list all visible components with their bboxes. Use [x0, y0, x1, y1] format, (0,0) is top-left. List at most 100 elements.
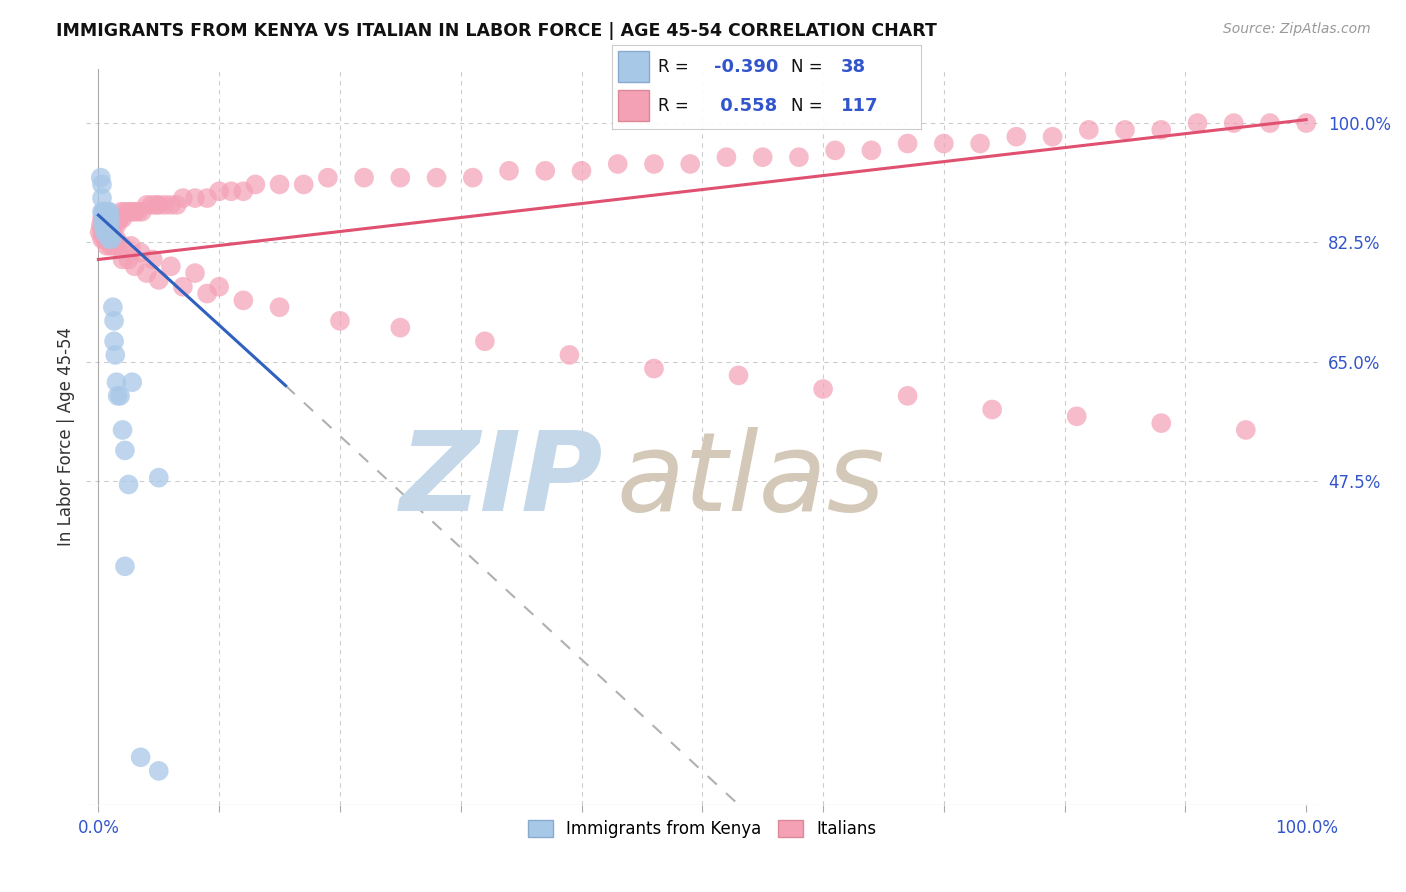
Bar: [617, 90, 648, 120]
Point: [145, 198, 167, 212]
Text: R =: R =: [658, 96, 695, 114]
Point: [108, 389, 131, 403]
Point: [90, 219, 112, 233]
Point: [93, 211, 115, 226]
Point: [96, 239, 118, 253]
Text: 0.558: 0.558: [714, 96, 778, 114]
Point: [104, 348, 127, 362]
Point: [969, 136, 991, 151]
Point: [97, 204, 120, 219]
Point: [90, 170, 112, 185]
Point: [219, 184, 242, 198]
Text: Source: ZipAtlas.com: Source: ZipAtlas.com: [1223, 22, 1371, 37]
Point: [94, 225, 117, 239]
Point: [208, 279, 231, 293]
Point: [353, 170, 375, 185]
Point: [811, 382, 834, 396]
Point: [98, 211, 121, 226]
Point: [860, 144, 883, 158]
Point: [142, 252, 165, 267]
Point: [329, 314, 352, 328]
Point: [932, 136, 955, 151]
Point: [606, 157, 628, 171]
Point: [117, 204, 139, 219]
Point: [461, 170, 484, 185]
Point: [141, 198, 163, 212]
Point: [93, 232, 115, 246]
Point: [124, 204, 146, 219]
Text: N =: N =: [792, 96, 828, 114]
Point: [121, 204, 143, 219]
Point: [897, 136, 920, 151]
Point: [129, 245, 152, 260]
Point: [1187, 116, 1209, 130]
Point: [166, 198, 188, 212]
Point: [1042, 129, 1064, 144]
Point: [751, 150, 773, 164]
Point: [107, 389, 129, 403]
Point: [94, 204, 117, 219]
Point: [1077, 123, 1099, 137]
Text: -0.390: -0.390: [714, 58, 778, 76]
Point: [208, 184, 231, 198]
Point: [91, 204, 114, 219]
Point: [100, 211, 122, 226]
Bar: [617, 52, 648, 82]
Point: [96, 225, 118, 239]
Point: [1114, 123, 1136, 137]
Point: [172, 191, 194, 205]
Point: [727, 368, 749, 383]
Point: [571, 163, 593, 178]
Point: [121, 375, 143, 389]
Point: [91, 178, 114, 192]
Point: [114, 204, 136, 219]
Text: atlas: atlas: [616, 427, 884, 534]
Point: [148, 764, 170, 778]
Text: 117: 117: [841, 96, 877, 114]
Point: [96, 211, 118, 226]
Point: [103, 219, 125, 233]
Point: [100, 232, 122, 246]
Point: [111, 423, 134, 437]
Point: [232, 184, 254, 198]
Point: [1258, 116, 1281, 130]
Point: [1005, 129, 1028, 144]
Point: [643, 361, 665, 376]
Point: [101, 211, 124, 226]
Point: [824, 144, 846, 158]
Point: [91, 204, 114, 219]
Point: [184, 191, 207, 205]
Point: [98, 225, 121, 239]
Point: [105, 232, 128, 246]
Point: [269, 178, 291, 192]
Point: [101, 300, 124, 314]
Point: [245, 178, 267, 192]
Point: [195, 286, 218, 301]
Point: [135, 198, 157, 212]
Point: [91, 219, 114, 233]
Point: [124, 260, 146, 274]
Point: [100, 232, 122, 246]
Point: [103, 239, 125, 253]
Point: [108, 211, 131, 226]
Point: [105, 375, 128, 389]
Point: [100, 219, 122, 233]
Point: [91, 232, 114, 246]
Point: [131, 204, 153, 219]
Point: [117, 477, 139, 491]
Point: [98, 232, 121, 246]
Point: [91, 211, 114, 226]
Point: [111, 252, 134, 267]
Point: [103, 334, 125, 349]
Point: [93, 219, 115, 233]
Text: ZIP: ZIP: [401, 427, 603, 534]
Point: [127, 204, 149, 219]
Point: [94, 211, 117, 226]
Point: [135, 266, 157, 280]
Point: [91, 219, 114, 233]
Point: [104, 211, 127, 226]
Point: [91, 225, 114, 239]
Point: [316, 170, 339, 185]
Point: [89, 225, 111, 239]
Text: IMMIGRANTS FROM KENYA VS ITALIAN IN LABOR FORCE | AGE 45-54 CORRELATION CHART: IMMIGRANTS FROM KENYA VS ITALIAN IN LABO…: [56, 22, 938, 40]
